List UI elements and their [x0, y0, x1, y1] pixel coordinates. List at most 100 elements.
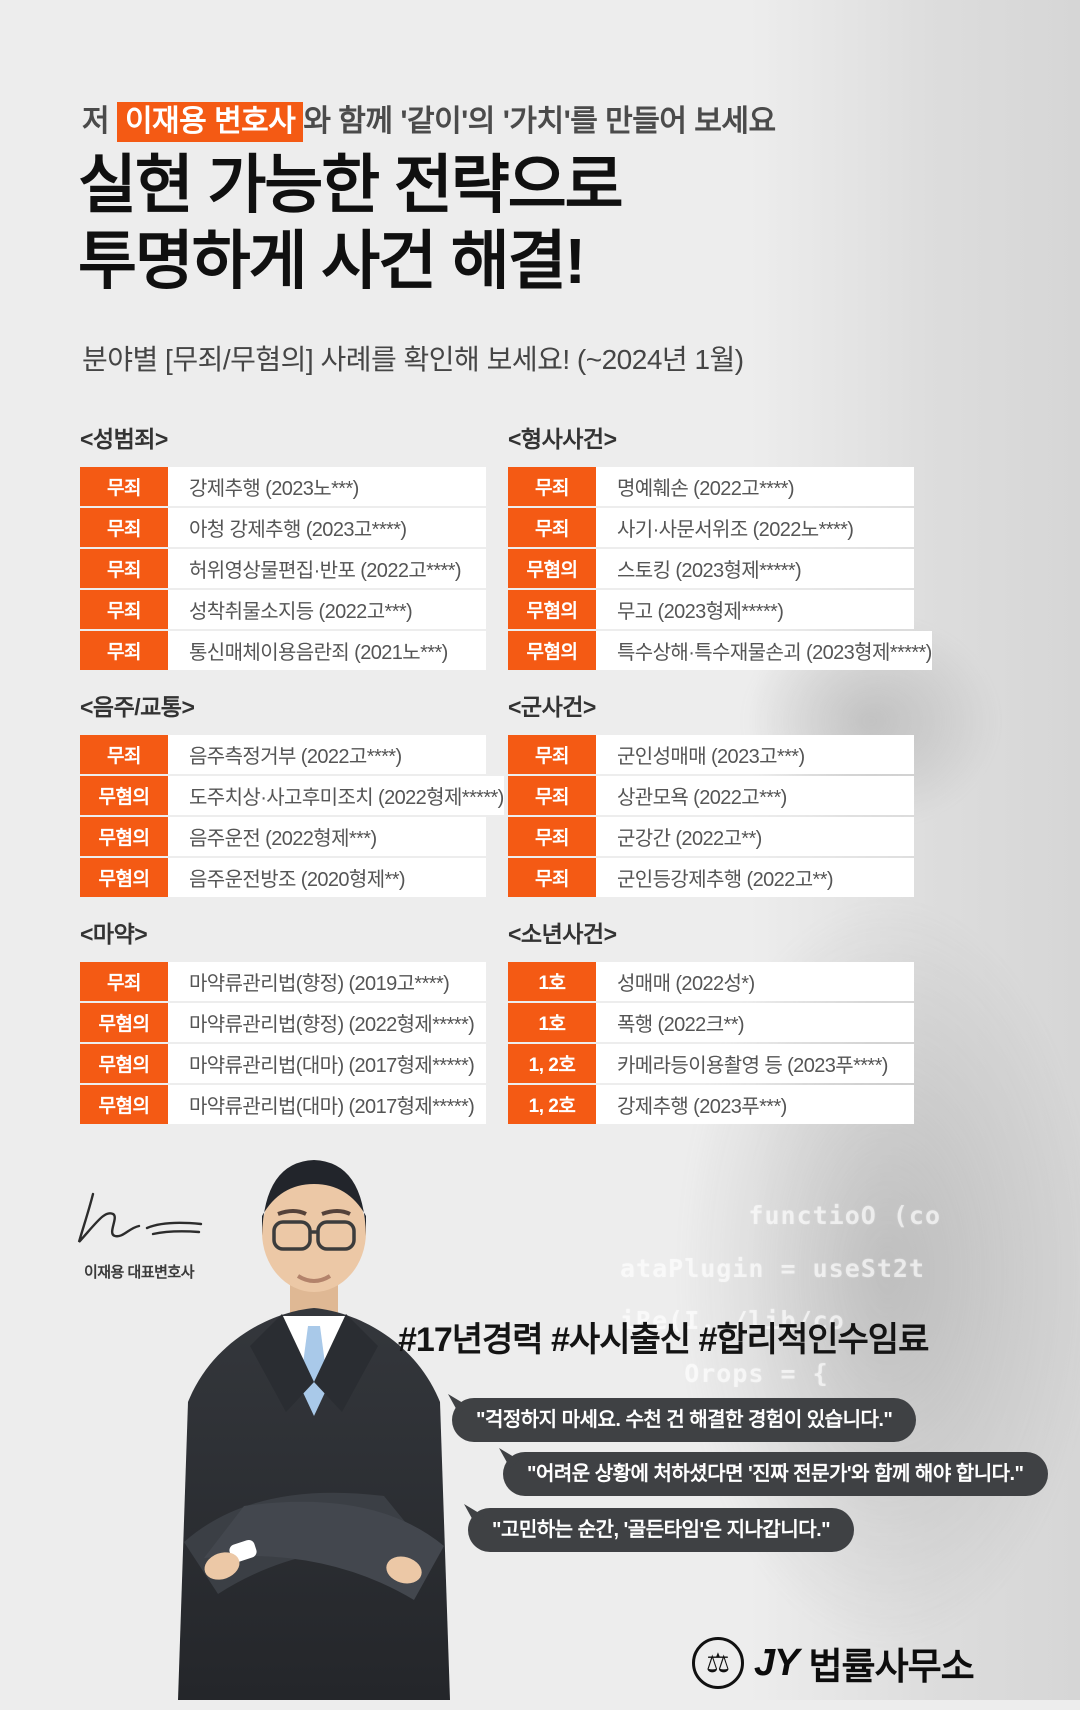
result-badge: 무죄	[508, 508, 596, 547]
table-row: 무죄 군강간 (2022고**)	[508, 817, 914, 856]
case-text: 강제추행 (2023노***)	[168, 467, 486, 506]
result-badge: 무혐의	[80, 1044, 168, 1083]
result-badge: 무혐의	[80, 858, 168, 897]
case-text: 아청 강제추행 (2023고****)	[168, 508, 486, 547]
result-badge: 무혐의	[508, 590, 596, 629]
intro-line: 저 이재용 변호사 와 함께 '같이'의 '가치'를 만들어 보세요	[82, 96, 776, 142]
category-label: <성범죄>	[80, 426, 168, 452]
result-badge: 1, 2호	[508, 1085, 596, 1124]
firm-logo: ⚖ JY 법률사무소	[692, 1636, 975, 1690]
table-row: 무혐의 마약류관리법(대마) (2017형제*****)	[80, 1044, 486, 1083]
table-row: 무혐의 음주운전방조 (2020형제**)	[80, 858, 486, 897]
table-row: 무죄 명예훼손 (2022고****)	[508, 467, 914, 506]
case-section-military: <군사건> 무죄 군인성매매 (2023고***) 무죄 상관모욕 (2022고***)…	[508, 688, 914, 899]
case-text: 무고 (2023형제*****)	[596, 590, 914, 629]
result-badge: 1, 2호	[508, 1044, 596, 1083]
case-text: 음주운전 (2022형제***)	[168, 817, 486, 856]
table-row: 1, 2호 강제추행 (2023푸***)	[508, 1085, 914, 1124]
case-section-juvenile: <소년사건> 1호 성매매 (2022성*) 1호 폭행 (2022크**) 1, 2호 카…	[508, 915, 914, 1126]
table-row: 무죄 마약류관리법(향정) (2019고****)	[80, 962, 486, 1001]
background-code-line: functioO (co	[620, 1201, 942, 1230]
result-badge: 무죄	[508, 735, 596, 774]
hashtags: #17년경력 #사시출신 #합리적인수임료	[398, 1321, 929, 1359]
case-section-dui-traffic: <음주/교통> 무죄 음주측정거부 (2022고****) 무혐의 도주치상·사고후미조…	[80, 688, 504, 899]
case-text: 폭행 (2022크**)	[596, 1003, 914, 1042]
signature-icon	[77, 1192, 203, 1243]
category-label: <소년사건>	[508, 921, 617, 947]
result-badge: 무혐의	[80, 1085, 168, 1124]
result-badge: 무죄	[508, 467, 596, 506]
table-row: 무죄 상관모욕 (2022고***)	[508, 776, 914, 815]
result-badge: 1호	[508, 1003, 596, 1042]
table-row: 무죄 아청 강제추행 (2023고****)	[80, 508, 486, 547]
category-label: <형사사건>	[508, 426, 617, 452]
table-row: 1, 2호 카메라등이용촬영 등 (2023푸****)	[508, 1044, 914, 1083]
lawyer-photo	[178, 1160, 450, 1700]
result-badge: 무죄	[508, 776, 596, 815]
background-code-line: ataPlugin = useSt2t	[620, 1253, 925, 1283]
case-text: 마약류관리법(향정) (2022형제*****)	[168, 1003, 486, 1042]
result-badge: 무혐의	[80, 776, 168, 815]
background-code-texture: functioO (co ataPlugin = useSt2t iRe(I../l…	[620, 1190, 1080, 1558]
result-badge: 무혐의	[80, 1003, 168, 1042]
table-row: 무죄 성착취물소지등 (2022고***)	[80, 590, 486, 629]
result-badge: 무죄	[80, 549, 168, 588]
table-row: 무혐의 스토킹 (2023형제*****)	[508, 549, 914, 588]
result-badge: 무죄	[508, 817, 596, 856]
category-label: <음주/교통>	[80, 694, 195, 720]
result-badge: 무혐의	[80, 817, 168, 856]
case-section-sex-crime: <성범죄> 무죄 강제추행 (2023노***) 무죄 아청 강제추행 (2023고**…	[80, 420, 486, 672]
signature-name: 이재용 대표변호사	[83, 1264, 195, 1281]
signature-block: 이재용 대표변호사	[64, 1188, 214, 1282]
category-label: <마약>	[80, 921, 148, 947]
page-title: 실현 가능한 전략으로 투명하게 사건 해결!	[78, 148, 623, 299]
table-row: 무혐의 마약류관리법(대마) (2017형제*****)	[80, 1085, 486, 1124]
page-title-line1: 실현 가능한 전략으로	[78, 149, 623, 221]
table-row: 무죄 통신매체이용음란죄 (2021노***)	[80, 631, 486, 670]
case-text: 군인성매매 (2023고***)	[596, 735, 914, 774]
case-text: 군강간 (2022고**)	[596, 817, 914, 856]
table-row: 무혐의 무고 (2023형제*****)	[508, 590, 914, 629]
case-text: 음주운전방조 (2020형제**)	[168, 858, 486, 897]
case-text: 스토킹 (2023형제*****)	[596, 549, 914, 588]
table-row: 무혐의 특수상해·특수재물손괴 (2023형제*****)	[508, 631, 932, 670]
case-text: 마약류관리법(대마) (2017형제*****)	[168, 1085, 486, 1124]
table-row: 무죄 허위영상물편집·반포 (2022고****)	[80, 549, 486, 588]
table-row: 무죄 군인등강제추행 (2022고**)	[508, 858, 914, 897]
table-row: 무혐의 음주운전 (2022형제***)	[80, 817, 486, 856]
result-badge: 무죄	[80, 467, 168, 506]
case-text: 카메라등이용촬영 등 (2023푸****)	[596, 1044, 914, 1083]
case-text: 마약류관리법(대마) (2017형제*****)	[168, 1044, 486, 1083]
case-text: 사기·사문서위조 (2022노****)	[596, 508, 914, 547]
case-text: 특수상해·특수재물손괴 (2023형제*****)	[596, 631, 932, 670]
table-row: 무죄 음주측정거부 (2022고****)	[80, 735, 486, 774]
case-text: 음주측정거부 (2022고****)	[168, 735, 486, 774]
page-title-line2: 투명하게 사건 해결!	[78, 224, 586, 297]
table-row: 무죄 군인성매매 (2023고***)	[508, 735, 914, 774]
case-text: 도주치상·사고후미조치 (2022형제*****)	[168, 776, 504, 815]
category-label: <군사건>	[508, 694, 596, 720]
firm-logo-jy: JY	[754, 1641, 799, 1684]
intro-suffix: 와 함께 '같이'의 '가치'를 만들어 보세요	[303, 105, 776, 138]
intro-prefix: 저	[82, 105, 117, 138]
table-row: 무죄 강제추행 (2023노***)	[80, 467, 486, 506]
case-text: 군인등강제추행 (2022고**)	[596, 858, 914, 897]
quote-bubble-2: "어려운 상황에 처하셨다면 '진짜 전문가'와 함께 해야 합니다."	[503, 1452, 1048, 1496]
result-badge: 무혐의	[508, 631, 596, 670]
case-text: 상관모욕 (2022고***)	[596, 776, 914, 815]
case-text: 마약류관리법(향정) (2019고****)	[168, 962, 486, 1001]
result-badge: 무죄	[80, 735, 168, 774]
table-row: 1호 폭행 (2022크**)	[508, 1003, 914, 1042]
result-badge: 무혐의	[508, 549, 596, 588]
case-text: 허위영상물편집·반포 (2022고****)	[168, 549, 486, 588]
case-section-narcotics: <마약> 무죄 마약류관리법(향정) (2019고****) 무혐의 마약류관리법(향정…	[80, 915, 486, 1126]
table-row: 무혐의 도주치상·사고후미조치 (2022형제*****)	[80, 776, 504, 815]
result-badge: 무죄	[80, 508, 168, 547]
result-badge: 1호	[508, 962, 596, 1001]
case-text: 강제추행 (2023푸***)	[596, 1085, 914, 1124]
result-badge: 무죄	[80, 590, 168, 629]
firm-logo-name: 법률사무소	[808, 1646, 974, 1687]
case-text: 통신매체이용음란죄 (2021노***)	[168, 631, 486, 670]
result-badge: 무죄	[508, 858, 596, 897]
scales-of-justice-icon: ⚖	[692, 1637, 744, 1689]
